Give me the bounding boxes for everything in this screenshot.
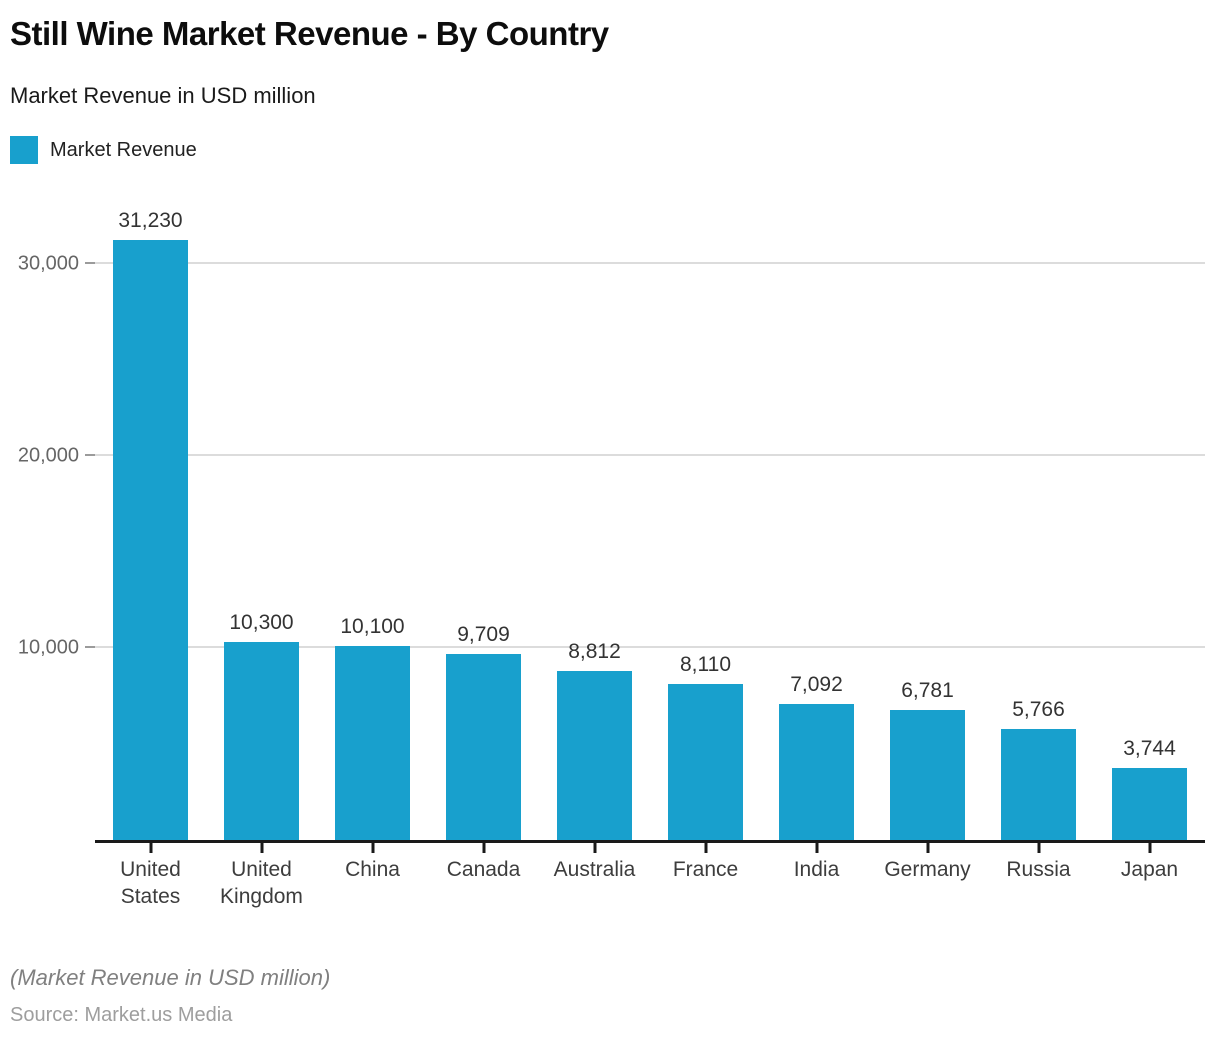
- y-axis-tick: [85, 454, 95, 456]
- bar: [668, 684, 743, 840]
- bar: [113, 240, 188, 840]
- bar-slot: 6,781: [872, 193, 983, 840]
- y-axis-tick-label: 20,000: [17, 444, 79, 467]
- x-axis-tick: [815, 843, 818, 853]
- bar: [1001, 729, 1076, 840]
- x-axis-label: China: [345, 858, 400, 881]
- bar-slot: 10,100: [317, 193, 428, 840]
- bar-value-label: 3,744: [1123, 737, 1176, 761]
- y-axis-tick: [85, 646, 95, 648]
- x-axis: United States United Kingdom China Canada Au…: [95, 843, 1205, 910]
- chart-subtitle: Market Revenue in USD million: [10, 83, 316, 108]
- bars-row: 31,230 10,300 10,100 9,709 8,812 8,110 7,092 6,…: [95, 193, 1205, 840]
- x-axis-label: Japan: [1120, 858, 1179, 881]
- chart: 10,000 20,000 30,000 31,230 10,300 10,100 9,70…: [10, 193, 1205, 910]
- bar-value-label: 6,781: [901, 678, 954, 702]
- x-axis-label: France: [672, 858, 739, 881]
- x-axis-slot: China: [317, 843, 428, 910]
- legend-label: Market Revenue: [50, 138, 197, 161]
- x-axis-tick: [149, 843, 152, 853]
- x-axis-tick: [260, 843, 263, 853]
- x-axis-slot: United States: [95, 843, 206, 910]
- bar-slot: 7,092: [761, 193, 872, 840]
- y-axis-tick: [85, 261, 95, 264]
- x-axis-slot: India: [761, 843, 872, 910]
- x-axis-slot: France: [650, 843, 761, 910]
- bar-value-label: 31,230: [118, 209, 183, 233]
- x-axis-tick: [1148, 843, 1151, 853]
- bar-value-label: 7,092: [790, 672, 843, 696]
- x-axis-tick: [704, 843, 707, 853]
- gridline: [95, 261, 1205, 264]
- x-axis-label: Australia: [553, 858, 636, 881]
- x-axis-label: United Kingdom: [220, 858, 303, 908]
- x-axis-tick: [926, 843, 929, 853]
- bar-slot: 31,230: [95, 193, 206, 840]
- bar: [446, 653, 521, 840]
- bar: [557, 670, 632, 840]
- x-axis-label: India: [793, 858, 840, 881]
- bar-slot: 5,766: [983, 193, 1094, 840]
- bar: [890, 709, 965, 840]
- legend: Market Revenue: [10, 136, 1205, 164]
- x-axis-tick: [482, 843, 485, 853]
- bar-value-label: 10,300: [229, 611, 294, 635]
- x-axis-label: Canada: [446, 858, 521, 881]
- source-text: Source: Market.us Media: [10, 1004, 233, 1026]
- page-title: Still Wine Market Revenue - By Country: [10, 15, 609, 52]
- bar-slot: 8,110: [650, 193, 761, 840]
- x-axis-slot: Japan: [1094, 843, 1205, 910]
- footer: (Market Revenue in USD million) Source: …: [10, 965, 330, 1027]
- x-axis-slot: Russia: [983, 843, 1094, 910]
- x-axis-slot: Canada: [428, 843, 539, 910]
- x-axis-label: Germany: [884, 858, 971, 881]
- x-axis-slot: Australia: [539, 843, 650, 910]
- x-axis-slot: Germany: [872, 843, 983, 910]
- legend-swatch-icon: [10, 136, 38, 164]
- bar-value-label: 9,709: [457, 622, 510, 646]
- bar-slot: 8,812: [539, 193, 650, 840]
- bar: [335, 646, 410, 840]
- x-axis-tick: [1037, 843, 1040, 853]
- x-axis-tick: [593, 843, 596, 853]
- gridline: [95, 454, 1205, 456]
- bar-value-label: 8,110: [680, 653, 731, 677]
- plot-area: 10,000 20,000 30,000 31,230 10,300 10,100 9,70…: [18, 193, 1205, 843]
- bar-value-label: 8,812: [568, 639, 621, 663]
- y-axis-tick-label: 10,000: [17, 636, 79, 659]
- x-axis-label: United States: [120, 858, 181, 908]
- footer-note: (Market Revenue in USD million): [10, 965, 331, 990]
- bar-value-label: 10,100: [340, 615, 405, 639]
- gridline: [95, 646, 1205, 648]
- bar-slot: 9,709: [428, 193, 539, 840]
- x-axis-label: Russia: [1006, 858, 1071, 881]
- bar: [224, 642, 299, 840]
- y-axis-tick-label: 30,000: [17, 252, 79, 275]
- bar-slot: 10,300: [206, 193, 317, 840]
- bar-value-label: 5,766: [1012, 698, 1065, 722]
- bar: [779, 703, 854, 840]
- bar: [1112, 768, 1187, 840]
- bar-slot: 3,744: [1094, 193, 1205, 840]
- x-axis-tick: [371, 843, 374, 853]
- x-axis-slot: United Kingdom: [206, 843, 317, 910]
